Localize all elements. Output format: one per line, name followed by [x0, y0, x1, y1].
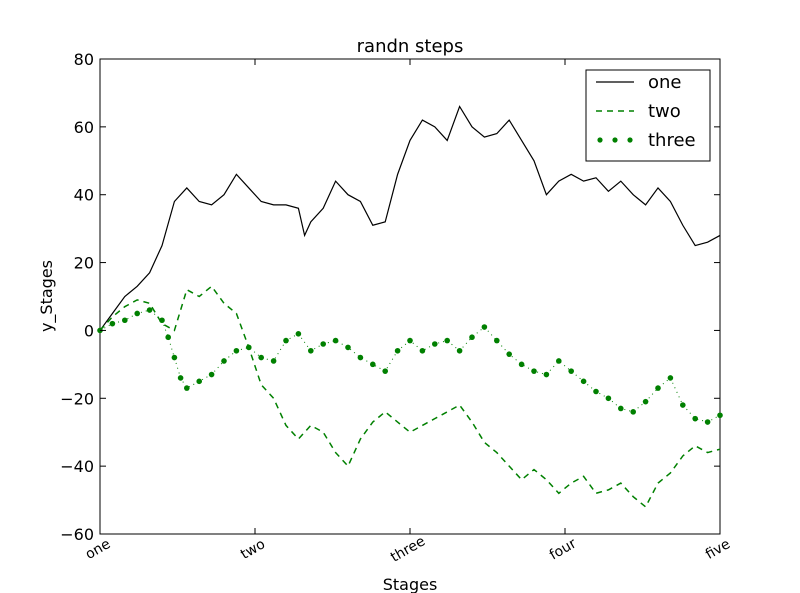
series-layer	[97, 105, 723, 509]
y-tick-label: 0	[84, 321, 94, 340]
y-tick-label: 60	[74, 118, 94, 137]
series-three-point	[667, 375, 674, 381]
y-tick-label: 40	[74, 186, 94, 205]
series-three-point	[109, 320, 116, 327]
series-three-point	[655, 385, 661, 391]
series-three-point	[481, 324, 488, 330]
y-tick-label: 80	[74, 50, 94, 69]
series-three-point	[456, 347, 463, 354]
series-three-point	[196, 378, 202, 385]
series-three-point	[630, 409, 636, 415]
x-tick-label: five	[703, 536, 733, 563]
legend-box	[585, 69, 711, 162]
series-three-point	[308, 347, 314, 354]
series-three-point	[177, 375, 184, 381]
series-three-point	[618, 405, 624, 412]
series-three-point	[208, 371, 215, 378]
series-three-point	[717, 412, 723, 419]
legend: one two three	[585, 69, 711, 162]
chart-title: randn steps	[357, 36, 464, 57]
y-tick-label: 20	[74, 254, 94, 273]
series-two-line	[99, 285, 721, 509]
series-three-point	[345, 344, 351, 351]
legend-label-one: one	[648, 72, 682, 93]
series-three-point	[134, 310, 140, 317]
series-three-point	[518, 361, 525, 368]
series-three-point	[642, 398, 649, 405]
legend-label-three: three	[648, 130, 696, 151]
series-three-point	[357, 354, 364, 361]
series-three-point	[246, 344, 252, 351]
series-three-point	[370, 361, 376, 368]
x-tick-label: two	[238, 536, 268, 563]
series-three-point	[469, 334, 475, 341]
series-three-point	[494, 337, 500, 344]
series-three-point	[184, 385, 190, 391]
series-three-line	[99, 309, 721, 423]
series-three-point	[704, 419, 711, 425]
y-tick-label: −40	[60, 457, 94, 476]
y-axis-label: y_Stages	[37, 260, 57, 332]
series-three-point	[382, 368, 389, 374]
series-three-point	[159, 317, 165, 324]
series-three-point	[680, 402, 686, 408]
series-three-point	[320, 341, 327, 347]
legend-items: one two three	[596, 72, 696, 151]
legend-label-two: two	[648, 101, 681, 122]
series-three-point	[543, 371, 550, 378]
series-three-point	[419, 347, 426, 354]
y-tick-label: −60	[60, 525, 94, 544]
legend-marker-three	[627, 137, 633, 143]
series-three-point	[258, 354, 265, 361]
series-one-line	[99, 105, 721, 331]
series-three-point	[394, 347, 401, 354]
series-three-point	[568, 368, 574, 374]
series-three-point	[407, 337, 413, 344]
series-three-point	[580, 378, 587, 385]
series-three-point	[221, 358, 227, 364]
x-tick-label: three	[388, 533, 428, 565]
series-three-point	[122, 317, 128, 324]
legend-marker-three	[612, 137, 618, 143]
x-tick-label: four	[547, 535, 580, 563]
series-three-point	[332, 337, 339, 344]
series-three-point	[295, 331, 302, 337]
series-three-point	[171, 354, 178, 361]
series-three-point	[146, 307, 153, 313]
series-three-point	[165, 334, 171, 341]
legend-marker-three	[597, 137, 603, 143]
legend-sample-three	[597, 137, 633, 143]
y-tick-label: −20	[60, 389, 94, 408]
series-three-point	[233, 347, 240, 354]
y-axis: −60 −40 −20 0 20 40 60 80	[60, 50, 94, 544]
series-three-point	[692, 415, 698, 422]
series-three-point	[432, 341, 438, 347]
x-axis-label: Stages	[383, 575, 438, 593]
series-three-point	[506, 351, 512, 357]
series-three-point	[531, 368, 537, 374]
series-three-point	[556, 358, 562, 364]
series-three-point	[270, 358, 277, 364]
series-three-point	[283, 337, 289, 344]
series-three-point	[605, 395, 612, 402]
series-three-point	[593, 388, 599, 395]
series-three-point	[444, 337, 451, 344]
